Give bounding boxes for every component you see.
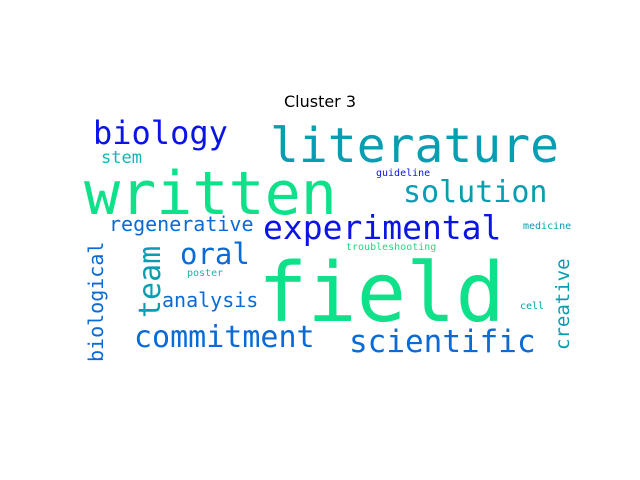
word-cell: cell <box>520 301 545 312</box>
word-field: field <box>258 246 505 341</box>
word-biology: biology <box>93 114 228 152</box>
word-experimental: experimental <box>263 208 502 247</box>
word-stem: stem <box>101 148 142 168</box>
word-medicine: medicine <box>523 221 572 232</box>
word-team: team <box>133 245 168 318</box>
word-commitment: commitment <box>134 320 315 355</box>
cluster-title: Cluster 3 <box>283 92 357 111</box>
word-creative: creative <box>552 258 574 350</box>
word-oral: oral <box>180 237 250 271</box>
word-regenerative: regenerative <box>109 212 254 236</box>
word-analysis: analysis <box>162 288 259 312</box>
word-literature: literature <box>270 118 559 174</box>
word-solution: solution <box>403 175 548 210</box>
word-biological: biological <box>84 241 108 362</box>
word-poster: poster <box>187 268 224 279</box>
word-troubleshooting: troubleshooting <box>346 242 437 253</box>
word-scientific: scientific <box>349 324 536 360</box>
word-written: written <box>84 159 337 229</box>
word-guideline: guideline <box>376 168 431 179</box>
